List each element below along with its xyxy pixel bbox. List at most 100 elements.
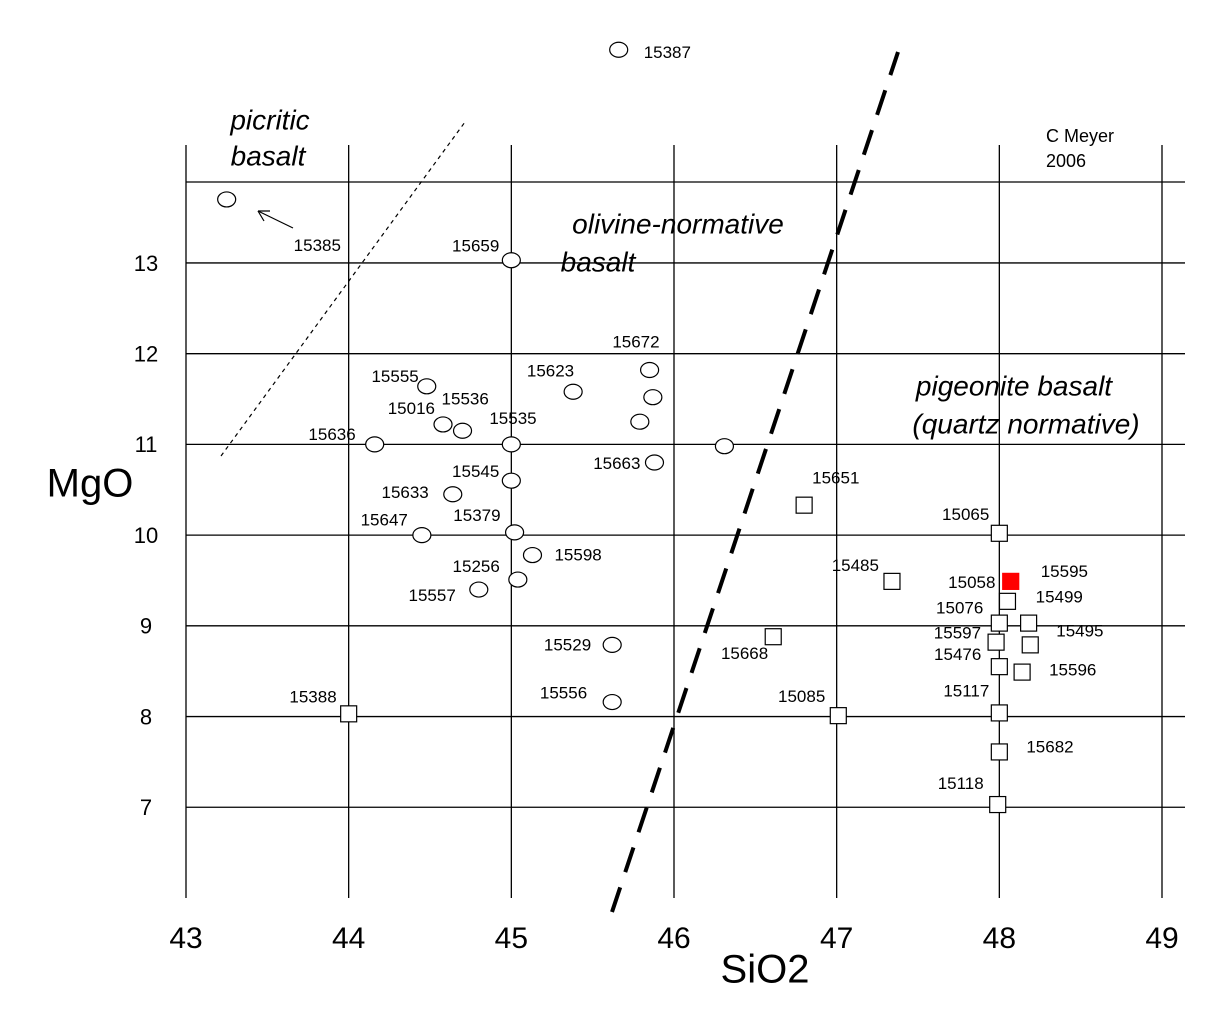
point-label: 15647 [361, 511, 408, 530]
y-tick-label: 12 [134, 341, 158, 366]
point-label: 15623 [527, 361, 574, 380]
circle-point [417, 378, 437, 395]
square-point [990, 524, 1008, 542]
point-label: 15387 [644, 43, 691, 62]
point-label: 15529 [544, 635, 591, 654]
square-point [998, 592, 1017, 610]
circle-point [714, 438, 735, 455]
point-label: 15595 [1041, 562, 1088, 581]
boundary-line [610, 51, 900, 913]
square-point [795, 496, 813, 514]
annotation: olivine-normative [572, 208, 784, 239]
y-tick-label: 11 [135, 432, 158, 457]
circle-point [433, 416, 453, 433]
point-label: 15379 [453, 506, 500, 525]
annotation: 2006 [1046, 151, 1086, 171]
y-tick-label: 7 [140, 795, 152, 820]
arrow-head [257, 210, 270, 222]
point-label: 15388 [289, 687, 336, 706]
point-label: 15663 [593, 454, 640, 473]
circle-point [643, 389, 663, 406]
circle-point [504, 524, 525, 541]
annotation: picritic [229, 104, 309, 135]
point-label: 15495 [1056, 621, 1103, 640]
square-point [987, 633, 1005, 651]
square-point [883, 572, 901, 590]
y-tick-label: 9 [140, 614, 152, 639]
point-label: 15256 [453, 557, 500, 576]
point-label: 15672 [612, 332, 659, 351]
point-label: 15636 [308, 425, 355, 444]
point-label: 15659 [452, 237, 499, 256]
square-point [990, 704, 1008, 722]
y-tick-label: 8 [140, 704, 152, 729]
x-tick-label: 47 [820, 922, 853, 955]
point-label: 15557 [409, 586, 456, 605]
point-label: 15118 [938, 774, 984, 793]
square-point [829, 707, 847, 725]
x-tick-label: 44 [332, 922, 365, 955]
point-label: 15682 [1026, 737, 1073, 756]
circle-point [365, 436, 385, 453]
point-label: 15633 [381, 483, 428, 502]
circle-point [602, 693, 622, 711]
x-tick-label: 48 [983, 922, 1016, 955]
y-tick-label: 10 [134, 523, 158, 548]
x-tick-label: 46 [657, 922, 690, 955]
square-point [990, 614, 1008, 632]
circle-point [452, 422, 473, 439]
point-label: 15485 [832, 556, 879, 575]
circle-point [644, 454, 665, 471]
point-label: 15085 [778, 687, 825, 706]
square-point [764, 628, 782, 646]
point-label: 15651 [812, 469, 859, 488]
annotation: basalt [561, 246, 637, 277]
square-point [989, 795, 1007, 814]
point-label: 15536 [442, 389, 489, 408]
circle-point [469, 581, 489, 598]
point-label: 15385 [294, 236, 341, 255]
point-label: 15545 [452, 462, 499, 481]
circle-point [630, 413, 650, 430]
point-label: 15065 [942, 505, 989, 524]
circle-point [412, 527, 432, 544]
square-point [340, 705, 358, 723]
annotation: basalt [231, 140, 307, 171]
point-label: 15535 [489, 409, 536, 428]
point-label: 15596 [1049, 661, 1096, 680]
point-label: 15555 [371, 367, 418, 386]
square-point [990, 743, 1008, 761]
circle-point [563, 383, 583, 400]
circle-point [609, 41, 629, 58]
circle-point [508, 571, 528, 588]
square-point [1021, 636, 1039, 654]
x-tick-label: 45 [495, 922, 528, 955]
circle-point [522, 546, 543, 564]
x-axis-label: SiO2 [721, 948, 810, 992]
annotation: C Meyer [1046, 126, 1114, 146]
picritic-boundary [220, 121, 466, 457]
point-label: 15499 [1036, 588, 1083, 607]
circle-point [639, 361, 660, 379]
point-label: 15668 [721, 644, 768, 663]
point-label: 15597 [934, 624, 981, 643]
x-tick-label: 43 [169, 922, 202, 955]
annotation: (quartz normative) [912, 408, 1139, 439]
point-label: 15117 [943, 681, 989, 700]
square-point [1002, 572, 1020, 590]
square-point [1013, 663, 1031, 681]
x-tick-label: 49 [1145, 922, 1178, 955]
arrow-line [257, 210, 294, 229]
square-point [1020, 614, 1038, 632]
point-label: 15058 [948, 573, 995, 592]
circle-point [501, 252, 521, 269]
y-tick-label: 13 [134, 251, 158, 276]
point-label: 15476 [934, 645, 981, 664]
circle-point [501, 472, 521, 489]
annotation: pigeonite basalt [915, 370, 1113, 401]
point-label: 15076 [936, 599, 983, 618]
point-label: 15598 [554, 546, 601, 565]
circle-point [217, 191, 237, 208]
